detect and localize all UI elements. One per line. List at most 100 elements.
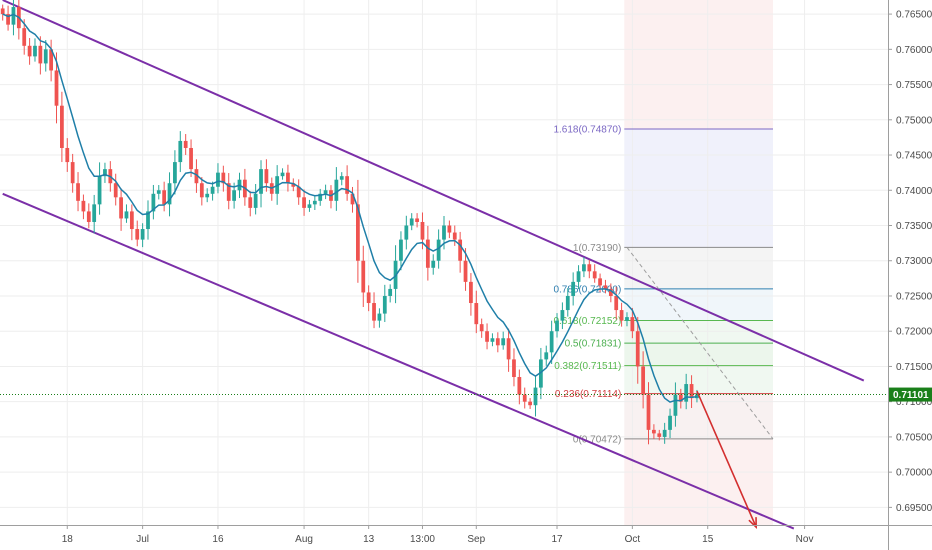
- fib-zone: [624, 343, 773, 366]
- candle-body: [194, 169, 199, 184]
- candle-body: [0, 8, 5, 15]
- price-tick-label: 0.72500: [896, 291, 932, 302]
- candle-body: [33, 45, 37, 57]
- candle-body: [619, 310, 624, 321]
- projection-arrowhead: [748, 517, 757, 529]
- candle-body: [533, 387, 538, 406]
- candle-body: [216, 172, 220, 187]
- candle-body: [345, 176, 350, 194]
- candle-body: [76, 183, 80, 201]
- candle-body: [425, 239, 430, 268]
- candle-body: [522, 394, 527, 402]
- price-tick-label: 0.71000: [896, 397, 932, 408]
- candle-body: [388, 288, 393, 296]
- candle-body: [512, 359, 516, 378]
- price-tick-label: 0.73000: [896, 256, 932, 267]
- candle-body: [469, 281, 473, 304]
- price-tick-label: 0.76000: [896, 45, 932, 56]
- price-tick-label: 0.70000: [896, 468, 932, 479]
- fib-level-label: 0.786(0.72600): [553, 284, 621, 295]
- descending-channel: [2, 0, 865, 530]
- candle-body: [312, 200, 317, 205]
- candle-body: [113, 183, 118, 198]
- channel-lower-line: [2, 192, 795, 530]
- candle-body: [280, 172, 285, 177]
- candle-body: [415, 218, 419, 222]
- candle-body: [377, 313, 382, 321]
- candle-body: [38, 45, 43, 64]
- candle-body: [178, 140, 183, 163]
- candle-body: [135, 229, 140, 240]
- candle-body: [442, 225, 446, 240]
- fib-level-label: 0.5(0.71831): [565, 339, 622, 350]
- price-tick-label: 0.71500: [896, 362, 932, 373]
- candle-body: [264, 169, 269, 184]
- candle-body: [232, 190, 236, 201]
- candle-body: [592, 271, 597, 279]
- candle-body: [86, 211, 91, 222]
- candle-body: [146, 211, 150, 230]
- fib-level-label: 1(0.73190): [573, 243, 621, 254]
- candle-body: [221, 172, 226, 184]
- fib-zone: [624, 128, 773, 248]
- fib-level-label: 0.618(0.72152): [553, 316, 621, 327]
- candle-body: [140, 229, 145, 240]
- candle-body: [517, 377, 522, 395]
- price-tick-label: 0.69500: [896, 503, 932, 514]
- candle-body: [291, 183, 296, 187]
- fib-zone: [624, 247, 773, 289]
- candle-body: [97, 176, 102, 205]
- candle-body: [183, 140, 188, 148]
- time-tick-label: 13: [363, 534, 375, 545]
- time-tick-label: Oct: [625, 534, 641, 545]
- candle-body: [431, 260, 436, 268]
- candle-body: [60, 105, 64, 148]
- time-tick-label: Sep: [467, 534, 485, 545]
- time-tick-label: Jul: [136, 534, 149, 545]
- candle-body: [119, 197, 123, 219]
- fib-level-label: 1.618(0.74870): [553, 124, 621, 135]
- candle-body: [576, 271, 581, 282]
- candle-body: [603, 285, 608, 289]
- candle-body: [544, 352, 549, 360]
- candle-body: [657, 433, 662, 437]
- candle-body: [189, 147, 193, 170]
- fib-zone: [624, 320, 773, 344]
- grid: [0, 0, 888, 525]
- candle-body: [689, 384, 694, 399]
- candle-body: [43, 49, 48, 64]
- candle-body: [447, 225, 452, 233]
- candle-body: [684, 384, 689, 402]
- candle-body: [226, 183, 231, 201]
- candle-body: [501, 338, 506, 346]
- candle-body: [668, 415, 672, 430]
- candle-body: [495, 338, 500, 346]
- candle-body: [506, 338, 511, 360]
- moving-average: [2, 13, 697, 403]
- fib-zone: [624, 288, 773, 321]
- candle-body: [404, 225, 409, 240]
- candle-body: [641, 366, 646, 395]
- candle-body: [6, 14, 10, 25]
- candle-body: [490, 338, 495, 342]
- candle-body: [92, 204, 97, 222]
- candle-body: [635, 331, 640, 367]
- candle-body: [399, 239, 403, 261]
- candle-body: [124, 211, 129, 219]
- candle-body: [323, 190, 328, 194]
- time-tick-label: 17: [551, 534, 563, 545]
- candle-body: [538, 359, 543, 388]
- price-tick-label: 0.73500: [896, 221, 932, 232]
- candle-body: [528, 401, 532, 406]
- fib-zone: [624, 393, 773, 439]
- projection-arrow: [696, 390, 757, 529]
- candle-body: [678, 394, 683, 402]
- candle-body: [302, 197, 306, 208]
- candle-body: [587, 264, 592, 272]
- candle-body: [662, 429, 667, 437]
- candle-body: [565, 295, 570, 311]
- candle-body: [436, 239, 441, 261]
